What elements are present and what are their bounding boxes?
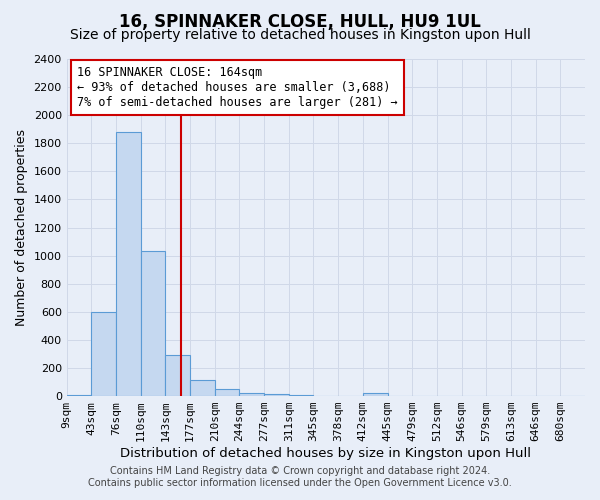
Bar	[116, 132, 141, 396]
Bar	[91, 312, 116, 396]
Text: Contains HM Land Registry data © Crown copyright and database right 2024.
Contai: Contains HM Land Registry data © Crown c…	[88, 466, 512, 487]
X-axis label: Distribution of detached houses by size in Kingston upon Hull: Distribution of detached houses by size …	[121, 447, 532, 460]
Bar	[264, 394, 289, 396]
Bar	[141, 252, 166, 396]
Text: Size of property relative to detached houses in Kingston upon Hull: Size of property relative to detached ho…	[70, 28, 530, 42]
Bar	[166, 356, 190, 396]
Text: 16 SPINNAKER CLOSE: 164sqm
← 93% of detached houses are smaller (3,688)
7% of se: 16 SPINNAKER CLOSE: 164sqm ← 93% of deta…	[77, 66, 398, 108]
Y-axis label: Number of detached properties: Number of detached properties	[15, 129, 28, 326]
Bar	[215, 389, 239, 396]
Bar	[363, 394, 388, 396]
Bar	[239, 392, 264, 396]
Bar	[190, 380, 215, 396]
Text: 16, SPINNAKER CLOSE, HULL, HU9 1UL: 16, SPINNAKER CLOSE, HULL, HU9 1UL	[119, 12, 481, 30]
